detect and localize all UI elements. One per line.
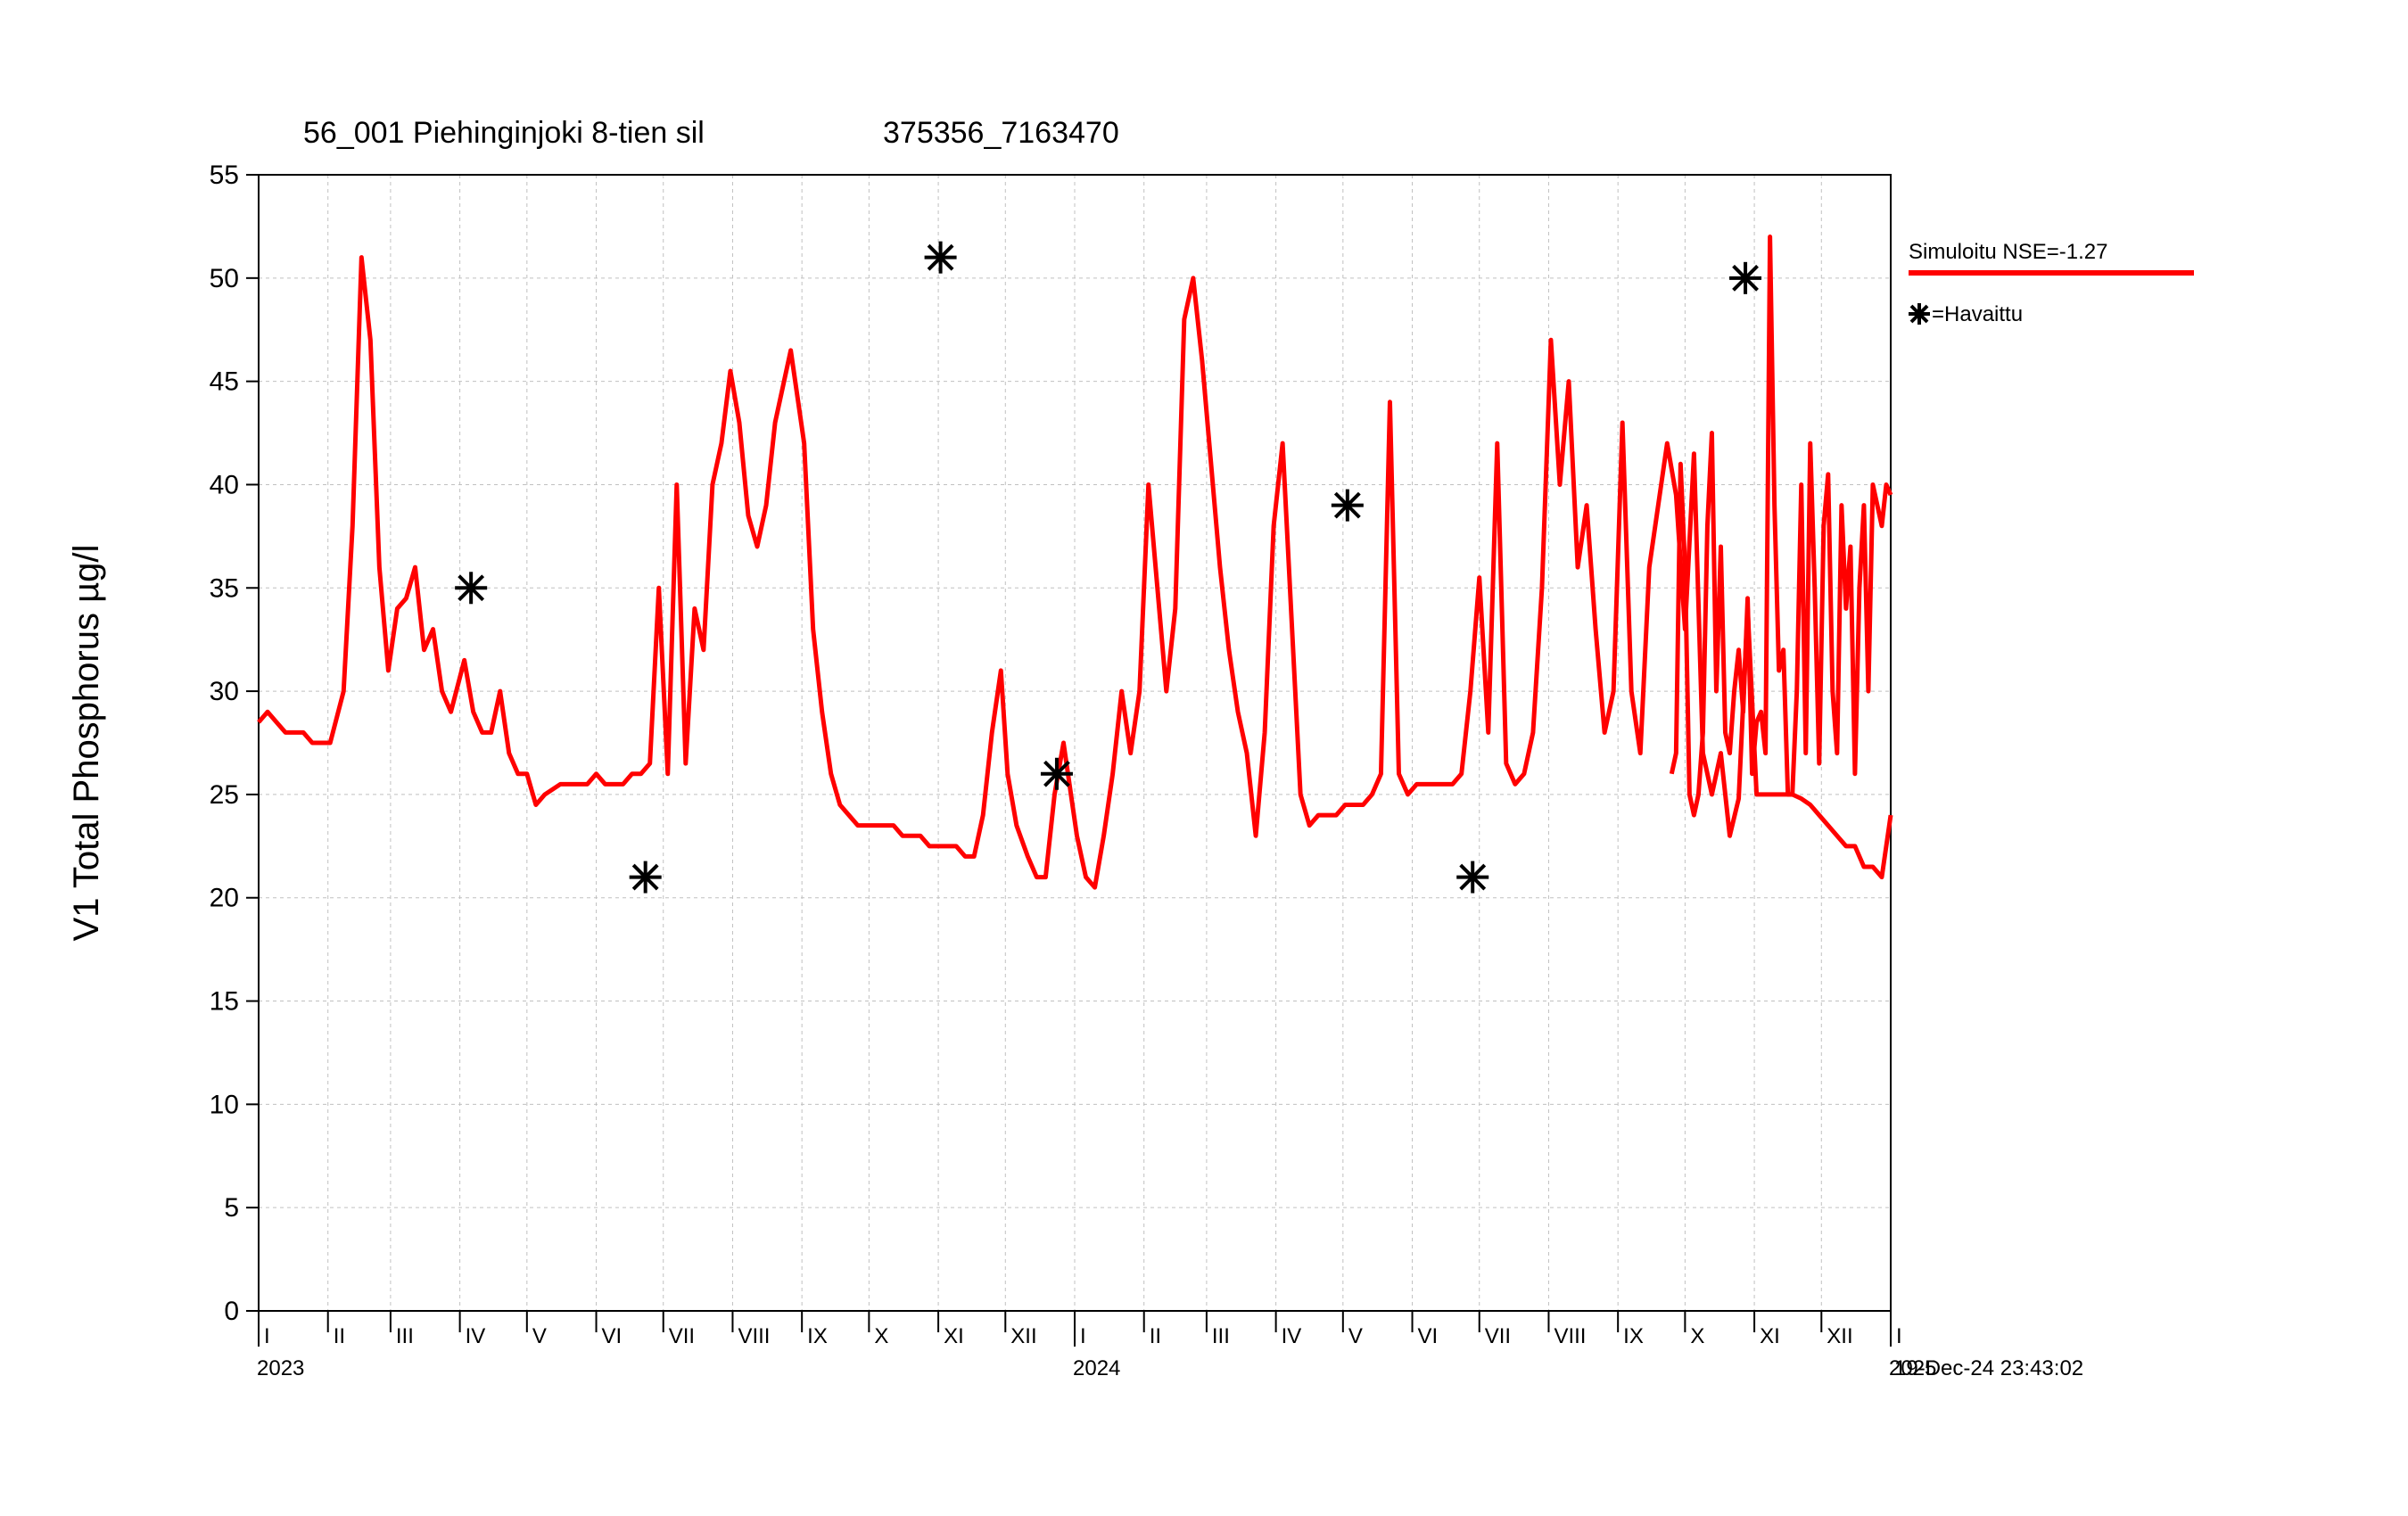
month-label: VI [1418, 1324, 1439, 1348]
month-label: VIII [1554, 1324, 1586, 1348]
month-label: X [874, 1324, 888, 1348]
month-label: IV [466, 1324, 486, 1348]
month-label: VII [1485, 1324, 1511, 1348]
y-axis-label: V1 Total Phosphorus µg/l [67, 545, 106, 942]
month-label: IV [1282, 1324, 1302, 1348]
ytick-label: 5 [224, 1193, 239, 1223]
chart-title-right: 375356_7163470 [883, 116, 1119, 150]
chart-svg: 0510152025303540455055IIIIIIIVVVIVIIVIII… [0, 0, 2408, 1516]
ytick-label: 55 [210, 161, 239, 190]
month-label: XI [1760, 1324, 1780, 1348]
ytick-label: 10 [210, 1090, 239, 1119]
month-label: XII [1827, 1324, 1852, 1348]
ytick-label: 25 [210, 780, 239, 810]
month-label: III [1212, 1324, 1230, 1348]
month-label: X [1690, 1324, 1704, 1348]
month-label: II [1150, 1324, 1161, 1348]
legend-sim-label: Simuloitu NSE=-1.27 [1909, 240, 2107, 264]
chart-title-left: 56_001 Piehinginjoki 8-tien sil [303, 116, 705, 150]
ytick-label: 35 [210, 573, 239, 603]
observed-marker [1456, 861, 1489, 894]
month-label: V [1348, 1324, 1363, 1348]
observed-marker [1041, 758, 1073, 790]
observed-marker [1729, 262, 1761, 294]
ytick-label: 45 [210, 367, 239, 397]
month-label: XII [1010, 1324, 1036, 1348]
observed-marker [630, 861, 662, 894]
ytick-label: 20 [210, 884, 239, 913]
ytick-label: 30 [210, 677, 239, 706]
month-label: III [396, 1324, 414, 1348]
observed-marker [1332, 490, 1364, 522]
observed-marker [455, 572, 487, 604]
chart-container: 0510152025303540455055IIIIIIIVVVIVIIVIII… [0, 0, 2408, 1516]
ytick-label: 50 [210, 264, 239, 293]
month-label: XI [944, 1324, 964, 1348]
ytick-label: 15 [210, 987, 239, 1017]
month-label: IX [807, 1324, 828, 1348]
month-label: I [1080, 1324, 1086, 1348]
month-label: VI [602, 1324, 623, 1348]
month-label: V [532, 1324, 547, 1348]
timestamp: 19-Dec-24 23:43:02 [1894, 1356, 2083, 1380]
month-label: II [334, 1324, 345, 1348]
ytick-label: 0 [224, 1297, 239, 1326]
month-label: IX [1623, 1324, 1644, 1348]
month-label: I [1896, 1324, 1902, 1348]
month-label: I [264, 1324, 270, 1348]
observed-marker [925, 242, 957, 274]
month-label: VIII [738, 1324, 770, 1348]
observed-marker [1909, 303, 1930, 325]
year-label: 2024 [1073, 1356, 1120, 1380]
year-label: 2023 [257, 1356, 304, 1380]
legend-obs-label: =Havaittu [1932, 302, 2023, 326]
month-label: VII [669, 1324, 695, 1348]
ytick-label: 40 [210, 470, 239, 499]
